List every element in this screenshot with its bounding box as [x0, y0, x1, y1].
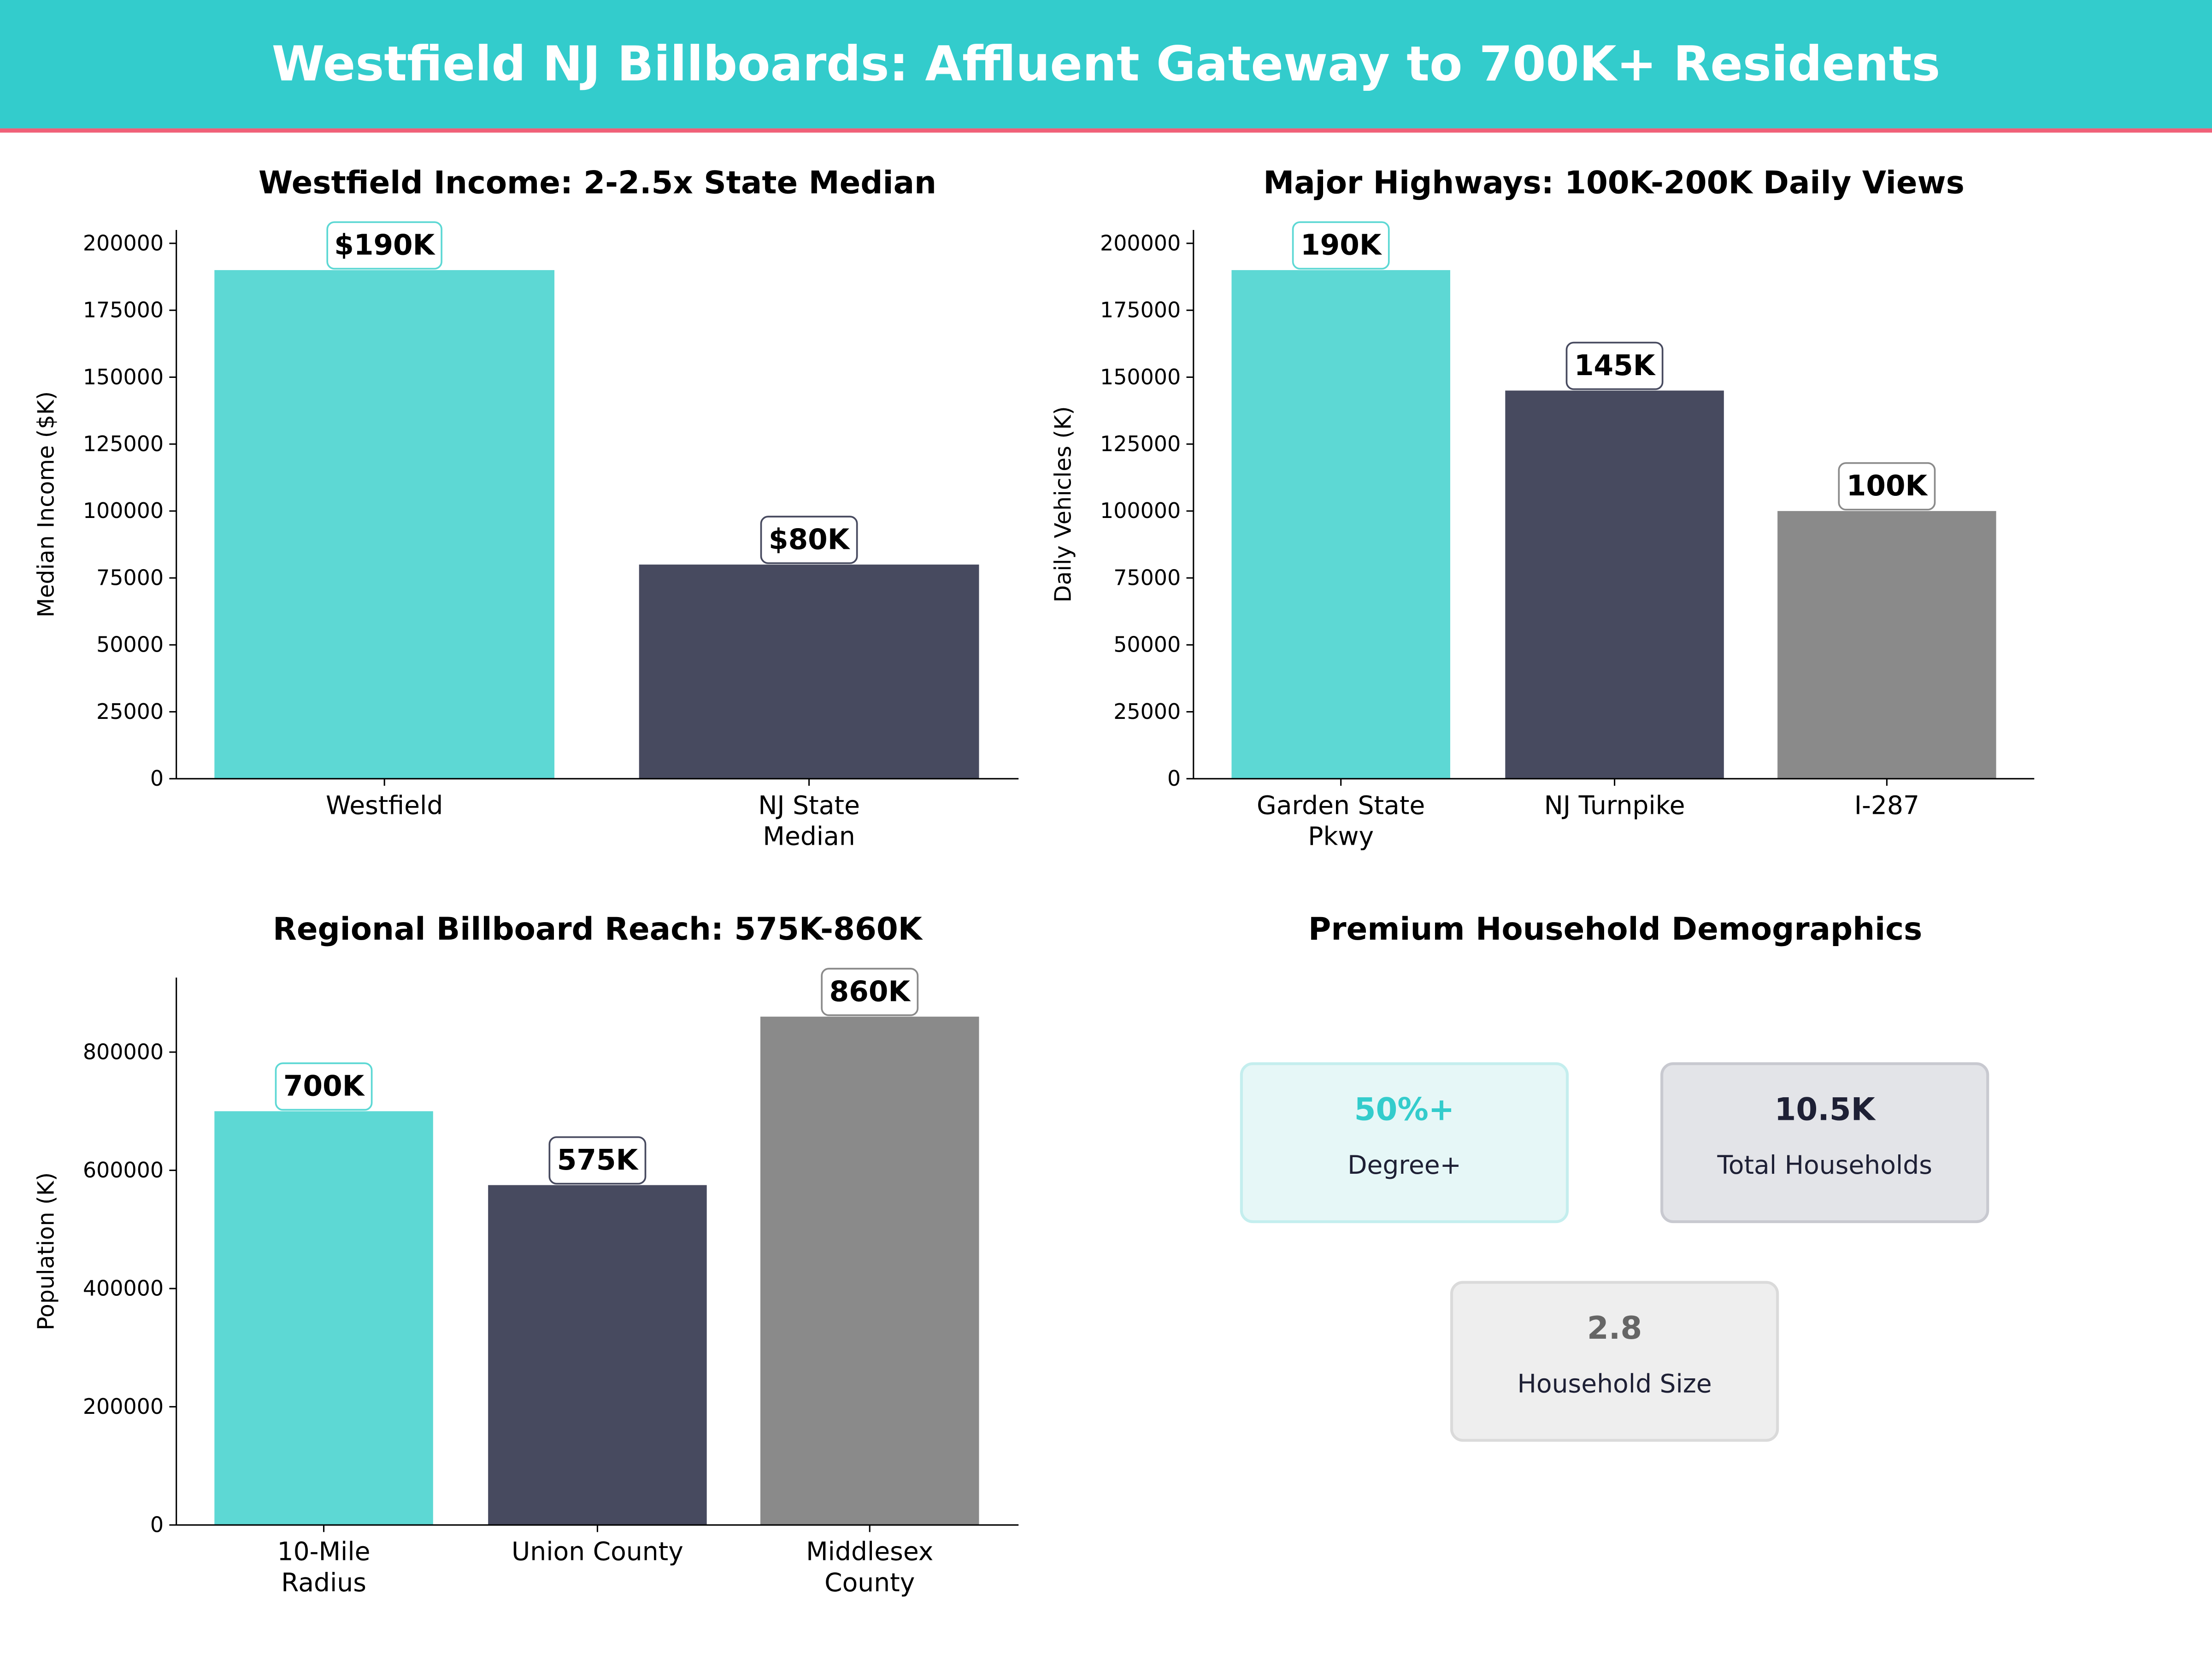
y-tick-label: 175000 [83, 298, 164, 323]
bar [214, 1111, 433, 1525]
y-tick-label: 0 [1167, 766, 1181, 791]
bar [1777, 511, 1996, 779]
x-tick-label: I-287 [1854, 790, 1919, 820]
y-tick-label: 800000 [83, 1039, 164, 1064]
data-label-box [760, 516, 858, 564]
data-label: $80K [769, 523, 851, 556]
chart-title: Major Highways: 100K-200K Daily Views [1263, 164, 1965, 200]
y-tick-label: 100000 [83, 498, 164, 523]
bar [1231, 270, 1450, 779]
y-tick-label: 200000 [1100, 230, 1181, 255]
stat-label: Total Households [1717, 1150, 1932, 1180]
stat-card-bg [1660, 1062, 1989, 1224]
charts: Westfield Income: 2-2.5x State Median Med… [33, 164, 2035, 1597]
bar [488, 1185, 707, 1525]
x-tick-label: Garden State [1257, 790, 1425, 820]
stat-card-bg [1240, 1062, 1569, 1224]
y-tick-label: 0 [150, 1512, 164, 1537]
x-tick-label: Union County [512, 1537, 683, 1566]
data-label-box [275, 1062, 373, 1111]
bar [639, 565, 979, 779]
y-tick-label: 25000 [96, 699, 164, 724]
y-tick-label: 150000 [83, 365, 164, 389]
page-title: Westfield NJ Billboards: Affluent Gatewa… [272, 35, 1941, 92]
y-tick-label: 600000 [83, 1158, 164, 1182]
chart-title: Regional Billboard Reach: 575K-860K [273, 911, 924, 947]
bar-chart-2: Major Highways: 100K-200K Daily Views Dai… [1050, 164, 2035, 851]
header-accent-line [0, 128, 2212, 133]
y-tick-label: 125000 [83, 431, 164, 456]
stat-label: Household Size [1517, 1369, 1712, 1398]
y-tick-label: 175000 [1100, 298, 1181, 323]
data-label-box [326, 221, 442, 270]
y-tick-label: 25000 [1113, 699, 1181, 724]
x-tick-label: Pkwy [1308, 822, 1374, 851]
y-axis-label: Daily Vehicles (K) [1050, 406, 1076, 602]
bar [1505, 390, 1724, 779]
data-label: 700K [283, 1070, 365, 1103]
y-tick-label: 50000 [96, 632, 164, 657]
data-label: 145K [1574, 349, 1656, 382]
y-tick-label: 75000 [1113, 565, 1181, 590]
data-label: 575K [557, 1144, 639, 1177]
data-label: 860K [830, 975, 912, 1008]
y-tick-label: 200000 [83, 230, 164, 255]
x-tick-label: NJ Turnpike [1544, 790, 1685, 820]
demographics-title: Premium Household Demographics [1308, 911, 1922, 947]
y-tick-label: 125000 [1100, 431, 1181, 456]
bar-chart-3: Regional Billboard Reach: 575K-860K Popul… [33, 911, 1019, 1597]
stat-label: Degree+ [1347, 1150, 1461, 1180]
y-tick-label: 50000 [1113, 632, 1181, 657]
stat-card: 10.5K Total Households [1660, 1062, 1989, 1224]
x-tick-label: Middlesex [806, 1537, 933, 1566]
x-tick-label: 10-Mile [277, 1537, 371, 1566]
data-label: 100K [1847, 470, 1929, 502]
stat-card: 2.8 Household Size [1450, 1281, 1779, 1442]
data-label-box [1292, 221, 1390, 270]
data-label: 190K [1300, 229, 1382, 261]
y-tick-label: 75000 [96, 565, 164, 590]
stat-card-bg [1450, 1281, 1779, 1442]
bar [214, 270, 555, 779]
data-label-box [1838, 462, 1936, 511]
data-label-box [1565, 341, 1664, 390]
y-tick-label: 0 [150, 766, 164, 791]
bar-chart-1: Westfield Income: 2-2.5x State Median Med… [33, 164, 1019, 851]
x-tick-label: County [824, 1568, 915, 1597]
data-label-box [548, 1136, 647, 1185]
x-tick-label: Westfield [326, 790, 443, 820]
y-axis-label: Median Income ($K) [33, 391, 59, 618]
stat-value: 50%+ [1354, 1091, 1455, 1128]
demographics-panel: Premium Household Demographics 50%+ Degre… [1240, 911, 1989, 1442]
y-tick-label: 150000 [1100, 365, 1181, 389]
stat-value: 10.5K [1775, 1091, 1877, 1128]
y-tick-label: 100000 [1100, 498, 1181, 523]
y-tick-label: 400000 [83, 1276, 164, 1300]
x-tick-label: NJ State [758, 790, 860, 820]
chart-title: Westfield Income: 2-2.5x State Median [259, 164, 936, 200]
y-axis-label: Population (K) [33, 1172, 59, 1330]
data-label-box [821, 968, 919, 1016]
bar [760, 1017, 979, 1525]
stat-card: 50%+ Degree+ [1240, 1062, 1569, 1224]
x-tick-label: Median [763, 822, 855, 851]
data-label: $190K [334, 229, 435, 261]
y-tick-label: 200000 [83, 1394, 164, 1419]
header-bar [0, 0, 2212, 129]
stat-value: 2.8 [1587, 1310, 1642, 1346]
x-tick-label: Radius [281, 1568, 366, 1597]
